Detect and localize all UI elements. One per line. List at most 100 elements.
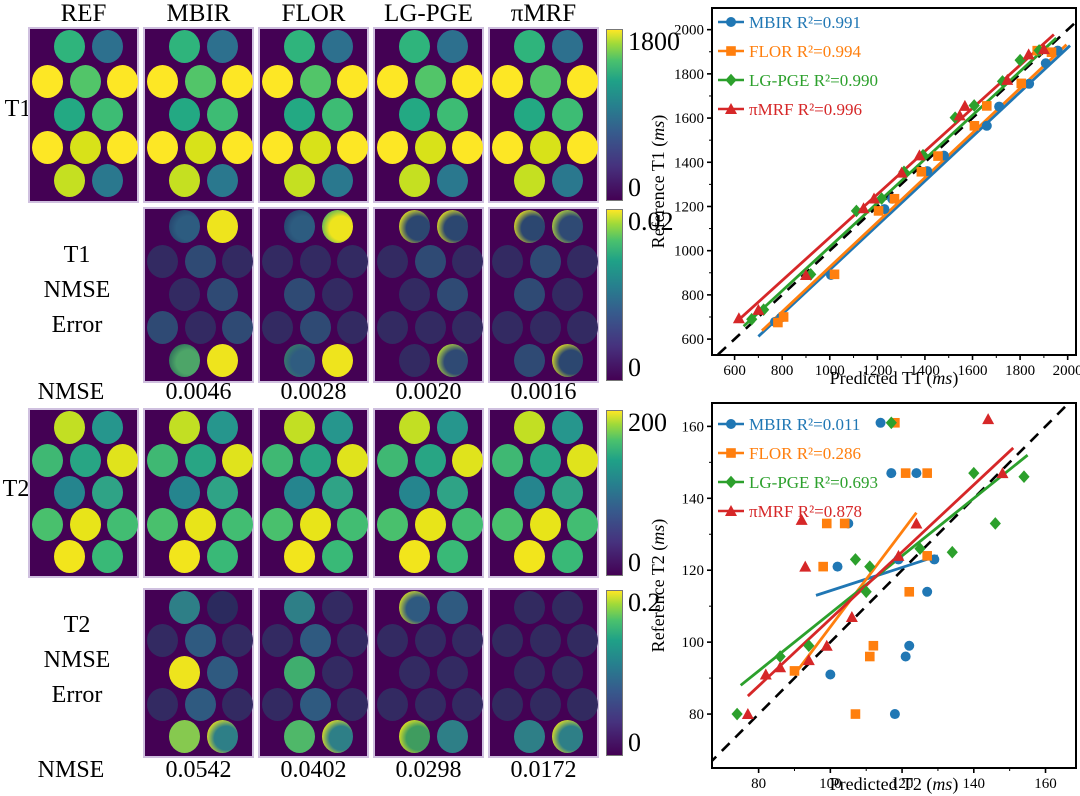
phantom-circle	[321, 590, 353, 624]
phantom-circle	[31, 444, 63, 477]
t2-colorbar-min-label: 0	[628, 548, 641, 577]
phantom-circle	[337, 130, 369, 164]
phantom-circle	[529, 244, 561, 278]
x-axis-label: Predicted T2 (ms)	[830, 774, 959, 795]
phantom-circle	[398, 590, 430, 624]
phantom-circle	[222, 507, 254, 541]
phantom-circle	[222, 244, 254, 278]
series-LG-PGE	[742, 37, 1058, 328]
phantom-circle	[337, 310, 369, 344]
phantom-circle	[31, 64, 63, 98]
phantom-circle	[321, 30, 353, 64]
phantom-circle	[551, 210, 583, 244]
phantom-circle	[206, 656, 238, 690]
t1-row-label: T1	[4, 96, 32, 122]
phantom-circle	[414, 244, 446, 278]
y-tick-label: 1200	[674, 199, 704, 215]
phantom-circle	[529, 64, 561, 98]
t2-error-panel-MBIR	[143, 588, 254, 758]
phantom-circle	[184, 444, 216, 477]
t1-scatter-plot: 600 800 1000 1200 1400 1600 1800 2000 600 800 1000…	[648, 7, 1080, 389]
t2-error-label-line3: Error	[51, 682, 103, 708]
phantom-circle	[513, 656, 545, 690]
phantom-circle	[184, 507, 216, 541]
t2-scatter-plot: 80 100 120 140 160 80 100 120 140 160 MBIR R²=0.01…	[648, 402, 1077, 795]
t1-error-panel-MBIR	[143, 207, 254, 383]
t1-nmse-value-LG-PGE: 0.0020	[395, 379, 462, 405]
phantom-circle	[206, 278, 238, 312]
series-MBIR	[757, 44, 1072, 338]
phantom-circle	[91, 540, 123, 574]
phantom-circle	[53, 410, 85, 444]
fit-line-πMRF	[746, 446, 1015, 698]
phantom-circle	[567, 130, 599, 164]
fit-line-MBIR	[757, 44, 1072, 338]
phantom-circle	[513, 590, 545, 624]
t2-error-label-line1: T2	[63, 612, 91, 638]
phantom-circle	[146, 64, 178, 98]
phantom-circle	[436, 164, 468, 198]
t1-map-panel-πMRF	[488, 27, 599, 203]
points-πMRF	[741, 413, 1009, 720]
phantom-circle	[414, 130, 446, 164]
phantom-circle	[398, 656, 430, 690]
phantom-circle	[283, 344, 315, 378]
phantom-circle	[206, 590, 238, 624]
y-tick-label: 800	[682, 288, 705, 304]
phantom-circle	[551, 344, 583, 378]
phantom-circle	[168, 164, 200, 198]
t2-nmse-value-LG-PGE: 0.0298	[395, 757, 462, 783]
phantom-circle	[567, 624, 599, 657]
phantom-circle	[376, 130, 408, 164]
phantom-circle	[299, 64, 331, 98]
phantom-circle	[91, 410, 123, 444]
phantom-circle	[283, 410, 315, 444]
phantom-circle	[376, 244, 408, 278]
x-tick-label: 1400	[910, 363, 940, 379]
phantom-circle	[299, 310, 331, 344]
phantom-circle	[491, 130, 523, 164]
phantom-circle	[321, 720, 353, 754]
phantom-circle	[436, 476, 468, 510]
t2-nmse-value-πMRF: 0.0172	[510, 757, 577, 783]
t2-colorbar-max-label: 200	[628, 408, 667, 437]
phantom-circle	[53, 164, 85, 198]
phantom-circle	[206, 410, 238, 444]
phantom-circle	[107, 444, 139, 477]
t1-nmse-label: NMSE	[37, 379, 105, 405]
phantom-circle	[283, 98, 315, 132]
phantom-circle	[376, 687, 408, 721]
phantom-circle	[567, 64, 599, 98]
phantom-circle	[261, 507, 293, 541]
phantom-circle	[283, 210, 315, 244]
phantom-circle	[337, 244, 369, 278]
phantom-circle	[206, 30, 238, 64]
t1-map-panel-MBIR	[143, 27, 254, 203]
y-axis-label: Reference T2 (ms)	[648, 519, 669, 653]
phantom-circle	[567, 507, 599, 541]
t1-nmse-value-MBIR: 0.0046	[165, 379, 232, 405]
phantom-circle	[283, 720, 315, 754]
phantom-circle	[261, 130, 293, 164]
phantom-circle	[513, 720, 545, 754]
phantom-circle	[206, 344, 238, 378]
phantom-circle	[513, 410, 545, 444]
phantom-circle	[168, 720, 200, 754]
phantom-circle	[436, 540, 468, 574]
phantom-circle	[513, 278, 545, 312]
phantom-circle	[184, 130, 216, 164]
column-header-LG-PGE: LG-PGE	[384, 0, 473, 27]
phantom-circle	[491, 244, 523, 278]
phantom-circle	[321, 540, 353, 574]
phantom-circle	[168, 476, 200, 510]
t1-error-label-line3: Error	[51, 312, 103, 338]
phantom-circle	[283, 476, 315, 510]
t1-colorbar-max-label: 1800	[628, 27, 680, 56]
x-tick-label: 160	[1034, 776, 1057, 792]
phantom-circle	[168, 344, 200, 378]
phantom-circle	[321, 476, 353, 510]
phantom-circle	[184, 244, 216, 278]
phantom-circle	[414, 310, 446, 344]
t2-error-label-line2: NMSE	[43, 647, 111, 673]
